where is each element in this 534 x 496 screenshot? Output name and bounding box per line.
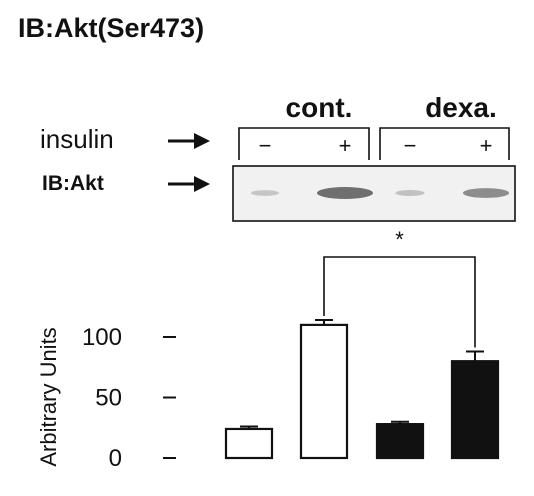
bar-2	[299, 323, 349, 460]
akt-arrow-icon	[168, 176, 210, 192]
figure-title: IB:Akt(Ser473)	[18, 13, 204, 43]
blot-panel: cont. dexa. insulin IB:Akt − + − +	[40, 92, 516, 222]
bar-3	[375, 423, 425, 460]
significance-marker: *	[395, 227, 404, 252]
error-bar	[391, 420, 409, 425]
lane-sign: +	[480, 133, 493, 158]
row-label-insulin: insulin	[40, 124, 114, 154]
error-bar	[466, 350, 484, 362]
insulin-arrow-icon	[168, 133, 210, 149]
error-bar	[315, 319, 333, 325]
cont-bracket	[238, 127, 370, 160]
lane-sign: +	[339, 133, 352, 158]
lane-sign: −	[404, 133, 417, 158]
blot-band	[317, 187, 373, 199]
y-tick-label: 100	[82, 324, 122, 351]
bar-1	[224, 427, 274, 460]
group-label-dexa: dexa.	[425, 92, 497, 123]
significance-bracket	[323, 256, 476, 348]
lane-sign: −	[259, 133, 272, 158]
y-tick-label: 50	[95, 385, 122, 412]
y-tick-label: 0	[109, 445, 122, 472]
group-label-cont: cont.	[286, 92, 353, 123]
y-axis-label: Arbitrary Units	[36, 327, 61, 466]
error-bar	[240, 425, 258, 429]
bar-chart: Arbitrary Units 0 50 100 *	[36, 227, 500, 472]
bar-4	[450, 360, 500, 460]
dexa-bracket	[379, 127, 510, 160]
blot-band	[462, 188, 510, 198]
row-label-akt: IB:Akt	[42, 172, 104, 195]
blot-band	[251, 190, 279, 196]
blot-band	[395, 189, 425, 197]
